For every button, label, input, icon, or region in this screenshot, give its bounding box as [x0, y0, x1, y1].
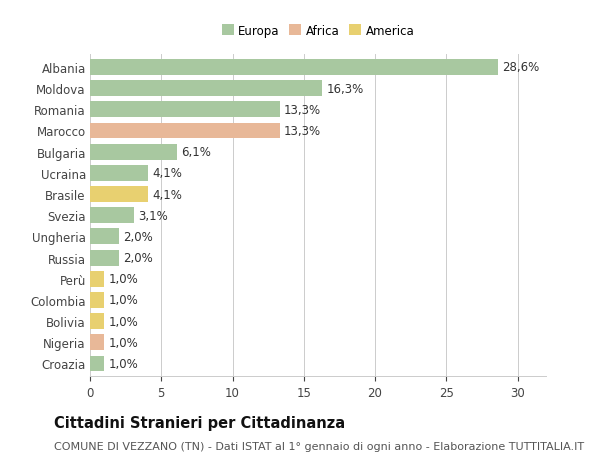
Text: 13,3%: 13,3%	[284, 125, 321, 138]
Text: 16,3%: 16,3%	[326, 83, 364, 95]
Bar	[90, 335, 104, 351]
Text: 28,6%: 28,6%	[502, 62, 539, 74]
Text: 1,0%: 1,0%	[109, 294, 138, 307]
Text: 1,0%: 1,0%	[109, 336, 138, 349]
Text: 4,1%: 4,1%	[152, 167, 182, 180]
Text: 1,0%: 1,0%	[109, 315, 138, 328]
Bar	[90, 81, 322, 97]
Text: 3,1%: 3,1%	[139, 209, 168, 222]
Bar	[90, 229, 119, 245]
Bar	[90, 187, 148, 202]
Text: 2,0%: 2,0%	[123, 252, 152, 264]
Bar	[90, 356, 104, 372]
Bar	[90, 145, 177, 160]
Text: 13,3%: 13,3%	[284, 104, 321, 117]
Text: 2,0%: 2,0%	[123, 230, 152, 243]
Bar	[90, 271, 104, 287]
Bar	[90, 60, 497, 76]
Text: 6,1%: 6,1%	[181, 146, 211, 159]
Text: COMUNE DI VEZZANO (TN) - Dati ISTAT al 1° gennaio di ogni anno - Elaborazione TU: COMUNE DI VEZZANO (TN) - Dati ISTAT al 1…	[54, 441, 584, 451]
Bar	[90, 166, 148, 181]
Text: 1,0%: 1,0%	[109, 273, 138, 285]
Legend: Europa, Africa, America: Europa, Africa, America	[220, 22, 416, 40]
Bar	[90, 292, 104, 308]
Text: 1,0%: 1,0%	[109, 357, 138, 370]
Bar	[90, 313, 104, 330]
Text: Cittadini Stranieri per Cittadinanza: Cittadini Stranieri per Cittadinanza	[54, 415, 345, 431]
Bar	[90, 250, 119, 266]
Bar	[90, 123, 280, 139]
Bar	[90, 102, 280, 118]
Bar	[90, 208, 134, 224]
Text: 4,1%: 4,1%	[152, 188, 182, 201]
